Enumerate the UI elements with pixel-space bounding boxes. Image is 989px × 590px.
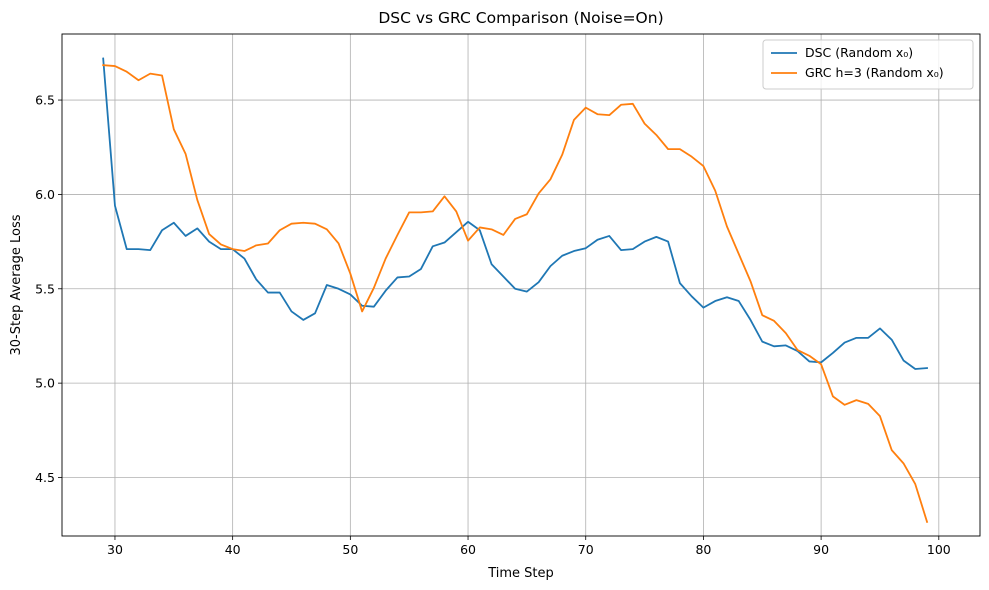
x-tick-label: 40 bbox=[225, 542, 241, 557]
x-tick-label: 30 bbox=[107, 542, 123, 557]
x-tick-label: 90 bbox=[813, 542, 829, 557]
series-lines bbox=[102, 57, 929, 523]
legend-label: DSC (Random x₀) bbox=[805, 45, 913, 60]
series-line-grc bbox=[102, 64, 929, 523]
x-tick-label: 100 bbox=[927, 542, 951, 557]
y-tick-label: 5.5 bbox=[35, 281, 55, 296]
y-tick-label: 4.5 bbox=[35, 470, 55, 485]
x-axis: 30 40 50 60 70 80 90 100 bbox=[107, 536, 951, 557]
legend-label: GRC h=3 (Random x₀) bbox=[805, 65, 944, 80]
x-tick-label: 80 bbox=[695, 542, 711, 557]
series-line-dsc bbox=[102, 57, 929, 370]
x-axis-label: Time Step bbox=[487, 566, 554, 581]
legend-box bbox=[762, 39, 974, 90]
y-tick-label: 5.0 bbox=[35, 376, 55, 391]
x-tick-label: 60 bbox=[460, 542, 476, 557]
y-axis-label: 30-Step Average Loss bbox=[9, 214, 24, 355]
plot-frame bbox=[61, 33, 981, 537]
y-tick-label: 6.0 bbox=[35, 187, 55, 202]
grid-lines bbox=[62, 34, 980, 536]
x-tick-label: 50 bbox=[342, 542, 358, 557]
x-tick-label: 70 bbox=[578, 542, 594, 557]
chart-title: DSC vs GRC Comparison (Noise=On) bbox=[378, 9, 663, 27]
y-tick-label: 6.5 bbox=[35, 93, 55, 108]
y-axis: 4.5 5.0 5.5 6.0 6.5 bbox=[35, 93, 62, 485]
legend: DSC (Random x₀) GRC h=3 (Random x₀) bbox=[762, 39, 974, 90]
